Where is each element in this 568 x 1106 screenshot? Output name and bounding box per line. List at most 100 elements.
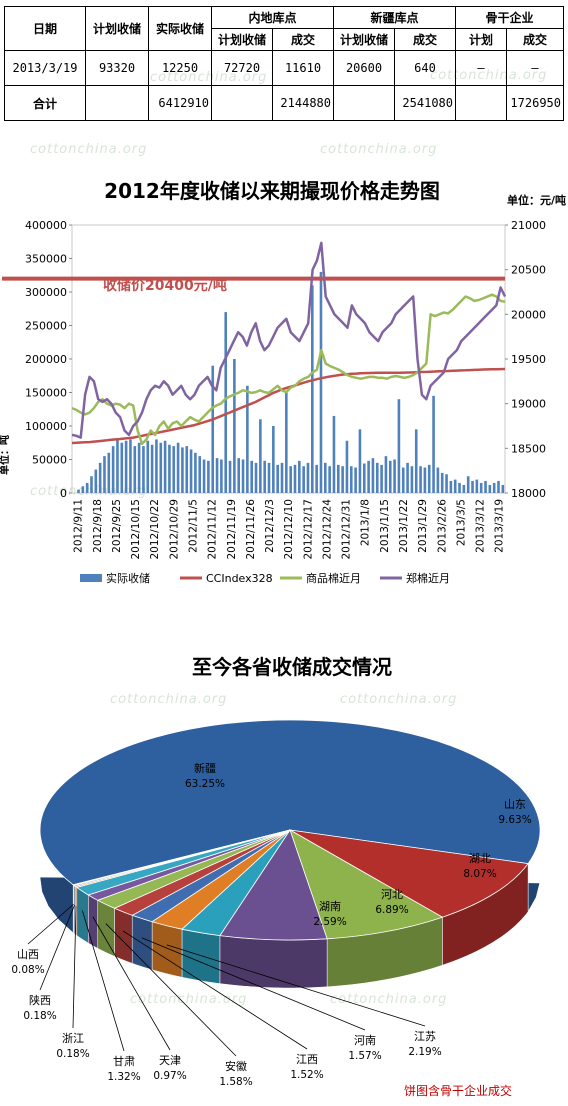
pie-label-name: 甘肃	[113, 1055, 135, 1068]
bars-actual	[77, 271, 505, 493]
tick-label-left: 300000	[25, 286, 67, 299]
pie-label-pct: 0.97%	[153, 1070, 186, 1082]
chart-title: 2012年度收储以来期撮现价格走势图	[104, 179, 440, 203]
pie-side-河北	[219, 935, 328, 989]
cell-xj-plan: 20600	[333, 50, 395, 86]
bar-actual	[202, 459, 206, 493]
pie-label-name: 新疆	[194, 761, 216, 775]
bar-actual	[462, 484, 466, 493]
bar-actual	[406, 462, 409, 493]
pie-label-pct: 0.18%	[23, 1010, 56, 1022]
bar-actual	[479, 482, 483, 493]
bar-actual	[466, 476, 470, 493]
bar-actual	[289, 466, 292, 493]
pie-side-甘肃	[76, 886, 89, 944]
tick-label-x: 2013/1/29	[417, 499, 429, 553]
bar-actual	[384, 456, 388, 493]
bar-actual	[302, 466, 305, 493]
watermark: cottonchina.org	[110, 692, 228, 707]
tick-label-left: 150000	[25, 387, 67, 400]
bar-actual	[501, 484, 505, 493]
bar-actual	[198, 456, 202, 493]
bar-actual	[233, 359, 236, 493]
tick-label-x: 2012/9/25	[111, 499, 123, 553]
pie-label-name: 河北	[381, 888, 403, 901]
bar-actual	[332, 415, 336, 493]
bar-actual	[497, 480, 500, 493]
header-xinjiang: 新疆库点	[333, 6, 456, 29]
bar-actual	[311, 285, 314, 493]
pie-label-pct: 2.59%	[313, 916, 346, 928]
tick-label-x: 2012/11/12	[207, 499, 219, 560]
pie-label-pct: 1.57%	[348, 1050, 381, 1062]
bar-actual	[185, 446, 189, 493]
bar-actual	[276, 464, 279, 493]
bar-actual	[111, 446, 115, 493]
bar-actual	[250, 460, 253, 493]
bar-actual	[362, 463, 366, 493]
bar-actual	[432, 395, 435, 493]
bar-actual	[224, 312, 228, 493]
bar-actual	[345, 440, 349, 493]
bar-actual	[168, 444, 171, 493]
header-actual: 实际收储	[148, 6, 212, 51]
bar-actual	[375, 462, 379, 493]
tick-label-x: 2012/12/10	[283, 499, 295, 560]
leader-line	[92, 916, 171, 1051]
bar-actual	[81, 486, 85, 493]
tick-label-right: 18500	[511, 442, 546, 455]
bar-actual	[103, 456, 106, 493]
leader-line	[39, 904, 75, 991]
bar-actual	[142, 446, 145, 493]
series-futures	[71, 241, 507, 439]
subheader-bb-plan: 计划	[455, 28, 507, 51]
leader-line	[166, 944, 426, 1027]
tick-label-x: 2012/9/18	[92, 499, 104, 553]
tick-label-right: 19500	[511, 353, 546, 366]
grid	[71, 224, 506, 494]
tick-label-left: 100000	[25, 420, 67, 433]
pie-slice-河北	[219, 829, 328, 941]
bar-actual	[237, 458, 241, 493]
pie-slice-新疆	[39, 719, 541, 886]
tick-label-x: 2013/1/22	[398, 499, 410, 553]
bar-actual	[315, 464, 318, 493]
cell-actual: 12250	[148, 50, 212, 86]
bar-actual	[246, 385, 249, 493]
watermark: cottonchina.org	[330, 992, 448, 1007]
pie-label-pct: 1.52%	[290, 1069, 323, 1081]
bar-actual	[155, 439, 158, 493]
bar-actual	[397, 399, 401, 493]
pie-title: 至今各省收储成交情况	[192, 655, 392, 679]
tick-label-right: 19000	[511, 398, 546, 411]
bar-actual	[241, 459, 245, 493]
bar-actual	[484, 480, 487, 493]
bar-actual	[458, 482, 461, 493]
watermark: cottonchina.org	[130, 992, 248, 1007]
bar-actual	[419, 466, 422, 493]
pie-label-pct: 63.25%	[185, 778, 225, 790]
tick-label-left: 200000	[25, 353, 67, 366]
cell-plan: 93320	[85, 50, 149, 86]
bar-actual	[475, 479, 479, 493]
cell-inland-plan: 72720	[211, 50, 273, 86]
bar-actual	[267, 462, 271, 493]
series-ccindex	[71, 367, 506, 445]
pie-note: 饼图含骨干企业成交	[404, 1083, 512, 1098]
price-trend-chart: 2012年度收储以来期撮现价格走势图 单位：元/吨 0 50000 100000 15…	[0, 179, 566, 585]
bar-actual	[116, 439, 119, 493]
bar-actual	[211, 365, 215, 493]
tick-label-x: 2013/3/19	[494, 499, 506, 553]
bar-actual	[349, 466, 353, 493]
bar-actual	[146, 440, 150, 493]
axes: 0 50000 100000 150000 200000 250000 300000 3500…	[25, 219, 546, 560]
bar-actual	[449, 480, 453, 493]
header-inland: 内地库点	[211, 6, 334, 29]
cell-total-xj-plan	[333, 85, 395, 121]
tick-label-x: 2013/3/12	[475, 499, 487, 553]
subheader-bb-deal: 成交	[506, 28, 564, 51]
pie-label-pct: 1.58%	[219, 1076, 252, 1088]
bar-actual	[189, 449, 193, 493]
watermark: cottonchina.org	[340, 692, 458, 707]
tick-label-x: 2013/3/5	[455, 499, 467, 546]
